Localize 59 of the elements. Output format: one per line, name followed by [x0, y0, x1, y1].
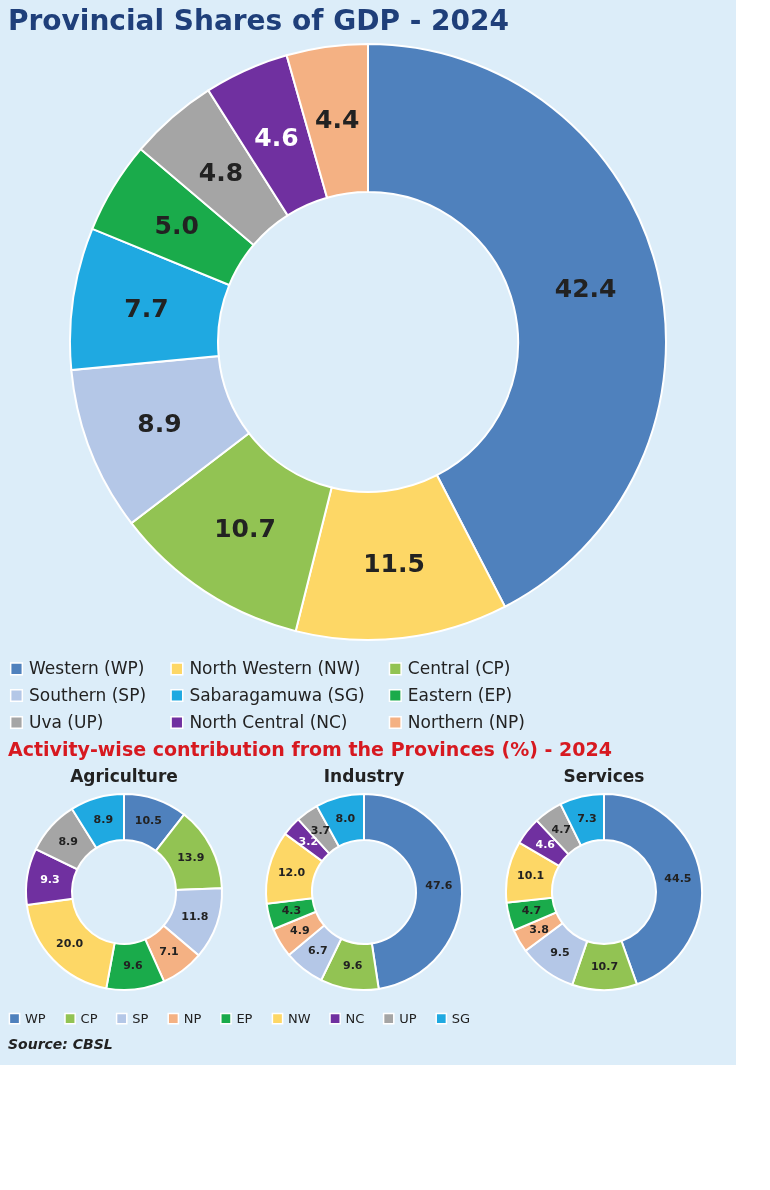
- data-label: 10.5: [134, 814, 162, 828]
- data-label: 4.8: [198, 158, 244, 188]
- data-label: 8.9: [137, 408, 182, 438]
- chart-title: Industry: [323, 766, 405, 786]
- data-label: 8.9: [93, 812, 114, 826]
- legend-label: CP: [80, 1010, 98, 1026]
- legend-label: Uva (UP): [29, 711, 104, 732]
- data-label: 10.1: [517, 869, 545, 883]
- legend-label: WP: [25, 1010, 46, 1026]
- legend-label: North Western (NW): [189, 657, 361, 678]
- legend-label: Southern (SP): [29, 684, 147, 705]
- legend-label: North Central (NC): [189, 711, 348, 732]
- data-label: 4.6: [254, 122, 299, 152]
- data-label: 9.6: [342, 959, 363, 973]
- legend-label: Northern (NP): [407, 711, 525, 732]
- data-label: 42.4: [554, 274, 617, 304]
- data-label: 4.7: [521, 904, 542, 918]
- text: Activity-wise contribution from the Provinces (%) - 2024: [8, 738, 612, 760]
- source-note: Source: CBSL: [8, 1036, 113, 1052]
- data-label: 4.6: [535, 838, 556, 852]
- chart-title: Services: [563, 766, 645, 786]
- data-label: 10.7: [214, 514, 276, 544]
- chart-title: Agriculture: [70, 766, 178, 786]
- data-label: 7.3: [577, 811, 597, 825]
- legend-label: SG: [451, 1010, 471, 1026]
- legend-label: NW: [288, 1010, 311, 1026]
- data-label: 3.7: [310, 823, 331, 837]
- legend-label: Western (WP): [29, 657, 145, 678]
- legend-label: SP: [132, 1010, 149, 1026]
- data-label: 11.5: [363, 549, 425, 579]
- data-label: 20.0: [56, 936, 84, 950]
- data-label: 7.7: [124, 294, 169, 324]
- data-label: 13.9: [177, 850, 205, 864]
- data-label: 8.0: [335, 812, 356, 826]
- legend-label: UP: [399, 1010, 417, 1026]
- data-label: 4.9: [290, 923, 310, 937]
- data-label: 8.9: [58, 834, 78, 848]
- data-label: 9.6: [123, 959, 144, 973]
- data-label: 47.6: [425, 879, 453, 893]
- data-label: 4.4: [314, 105, 360, 135]
- data-label: 9.5: [550, 945, 570, 959]
- data-label: 11.8: [181, 909, 209, 923]
- legend-label: EP: [236, 1010, 253, 1026]
- data-label: 3.8: [529, 922, 549, 936]
- chart-title: Provincial Shares of GDP - 2024: [8, 4, 509, 37]
- legend-label: NP: [183, 1010, 202, 1026]
- legend-label: NC: [345, 1010, 365, 1026]
- data-label: 12.0: [277, 865, 306, 879]
- data-label: 7.1: [159, 944, 179, 958]
- data-label: 9.3: [40, 873, 60, 887]
- data-label: 44.5: [664, 872, 692, 886]
- data-label: 10.7: [590, 960, 619, 973]
- data-label: 4.3: [281, 903, 302, 917]
- legend-label: Eastern (EP): [407, 684, 513, 705]
- data-label: 4.7: [551, 823, 571, 837]
- data-label: 6.7: [308, 944, 328, 958]
- legend-label: Central (CP): [407, 657, 511, 678]
- legend-label: Sabaragamuwa (SG): [189, 684, 365, 705]
- data-label: 5.0: [154, 210, 199, 240]
